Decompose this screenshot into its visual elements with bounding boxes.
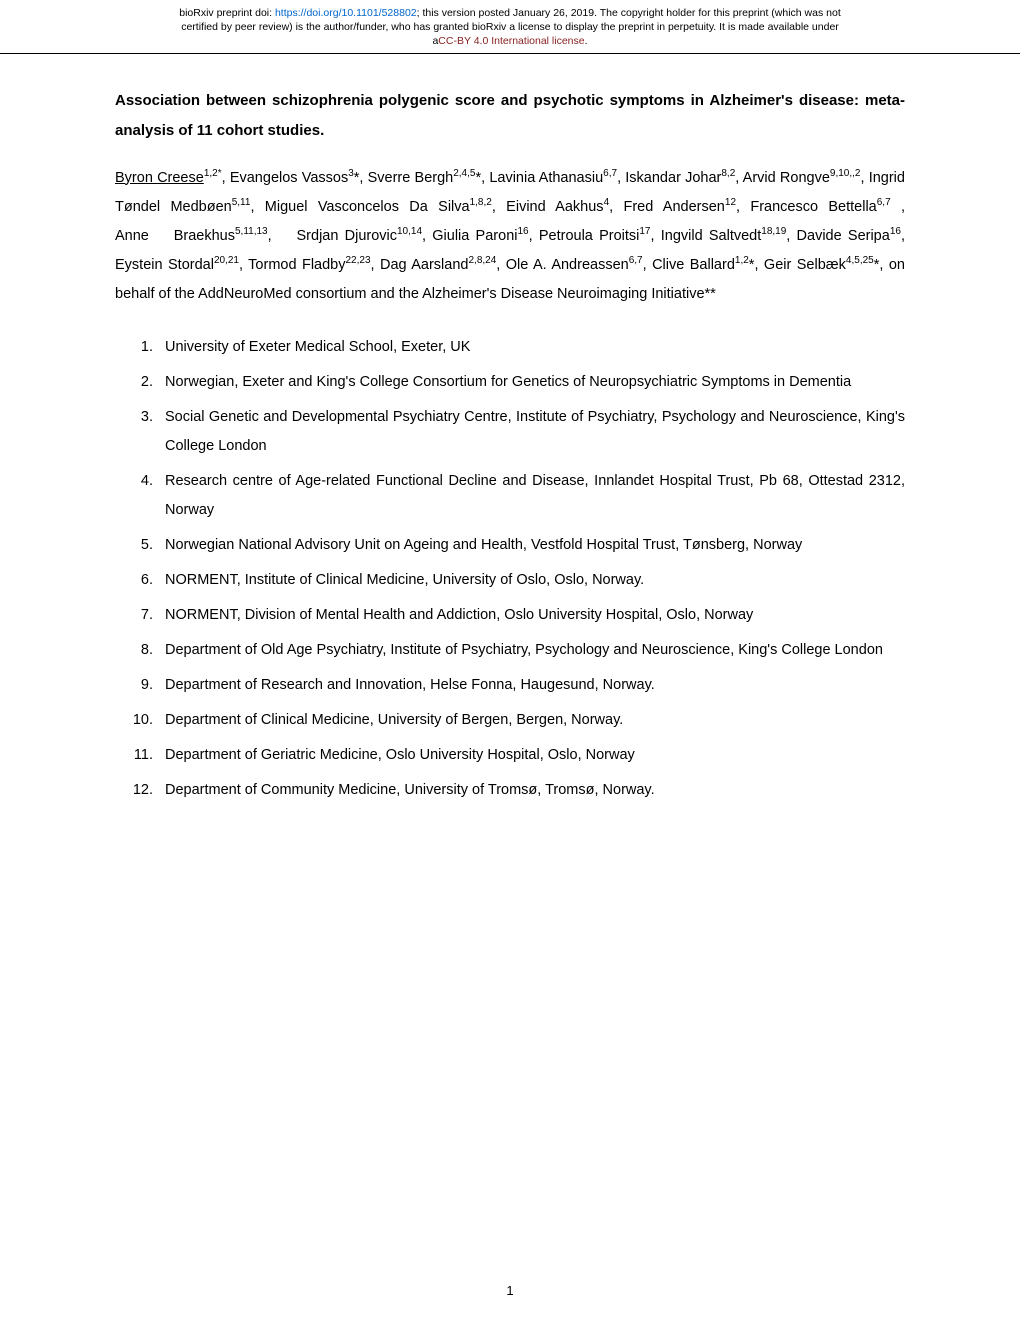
- preprint-banner: bioRxiv preprint doi: https://doi.org/10…: [0, 0, 1020, 54]
- banner-line-2: certified by peer review) is the author/…: [20, 20, 1000, 34]
- affiliation-item: Social Genetic and Developmental Psychia…: [157, 403, 905, 461]
- page-number: 1: [0, 1283, 1020, 1298]
- banner-line-1: bioRxiv preprint doi: https://doi.org/10…: [20, 6, 1000, 20]
- affiliation-item: Department of Research and Innovation, H…: [157, 671, 905, 700]
- doi-link[interactable]: https://doi.org/10.1101/528802: [275, 7, 417, 19]
- affiliation-item: Research centre of Age-related Functiona…: [157, 467, 905, 525]
- banner-line-3: aCC-BY 4.0 International license.: [20, 34, 1000, 48]
- license-link[interactable]: CC-BY 4.0 International license: [438, 35, 584, 47]
- affiliations-list: University of Exeter Medical School, Exe…: [115, 333, 905, 805]
- paper-title: Association between schizophrenia polyge…: [115, 86, 905, 146]
- affiliation-item: Department of Clinical Medicine, Univers…: [157, 706, 905, 735]
- authors-block: Byron Creese1,2*, Evangelos Vassos3*, Sv…: [115, 164, 905, 309]
- affiliation-item: Department of Community Medicine, Univer…: [157, 776, 905, 805]
- affiliation-item: NORMENT, Institute of Clinical Medicine,…: [157, 566, 905, 595]
- affiliation-item: NORMENT, Division of Mental Health and A…: [157, 601, 905, 630]
- banner-line3-post: .: [585, 35, 588, 47]
- affiliation-item: Norwegian National Advisory Unit on Agei…: [157, 531, 905, 560]
- affiliation-item: University of Exeter Medical School, Exe…: [157, 333, 905, 362]
- affiliation-item: Norwegian, Exeter and King's College Con…: [157, 368, 905, 397]
- affiliation-item: Department of Geriatric Medicine, Oslo U…: [157, 741, 905, 770]
- affiliation-item: Department of Old Age Psychiatry, Instit…: [157, 636, 905, 665]
- banner-pre-text: bioRxiv preprint doi:: [179, 7, 275, 19]
- banner-post-text: ; this version posted January 26, 2019. …: [417, 7, 841, 19]
- page-content: Association between schizophrenia polyge…: [0, 54, 1020, 831]
